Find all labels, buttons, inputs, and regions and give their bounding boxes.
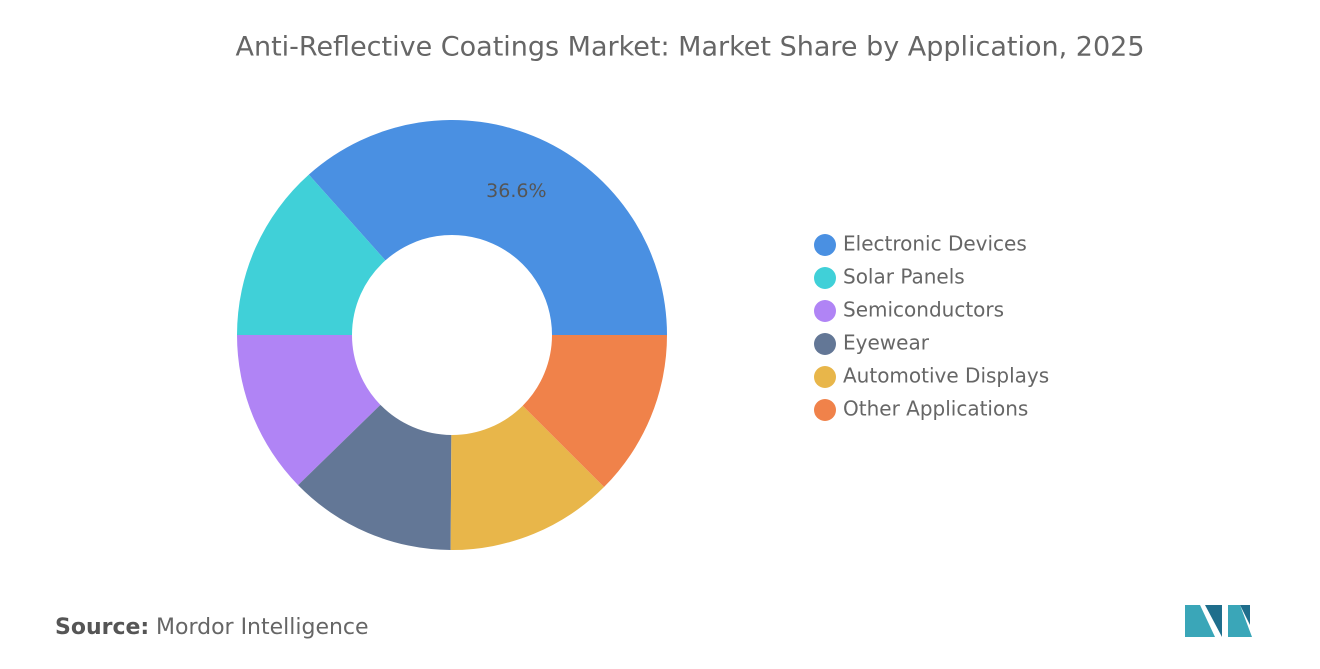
legend-marker [814,267,836,289]
legend-label: Semiconductors [843,298,1004,322]
slice [450,405,605,550]
legend-label: Electronic Devices [843,232,1027,256]
slice [237,335,381,486]
slice [298,404,452,550]
legend-label: Automotive Displays [843,364,1049,388]
slice [237,174,386,335]
source: Mordor Intelligence [156,615,369,640]
legend-marker [814,234,836,256]
legend-label: Other Applications [843,397,1028,421]
data-label: 36.6% [486,180,546,202]
legend-marker [814,300,836,322]
slice [308,119,667,335]
logo [1185,605,1252,637]
legend-marker [814,399,836,421]
slice [522,335,667,488]
legend-marker [814,333,836,355]
legend-label: Eyewear [843,331,930,355]
legend-label: Solar Panels [843,265,965,289]
source-label: Source: [55,615,149,640]
legend-marker [814,366,836,388]
chart-title: Anti-Reflective Coatings Market: Market … [235,32,1144,63]
